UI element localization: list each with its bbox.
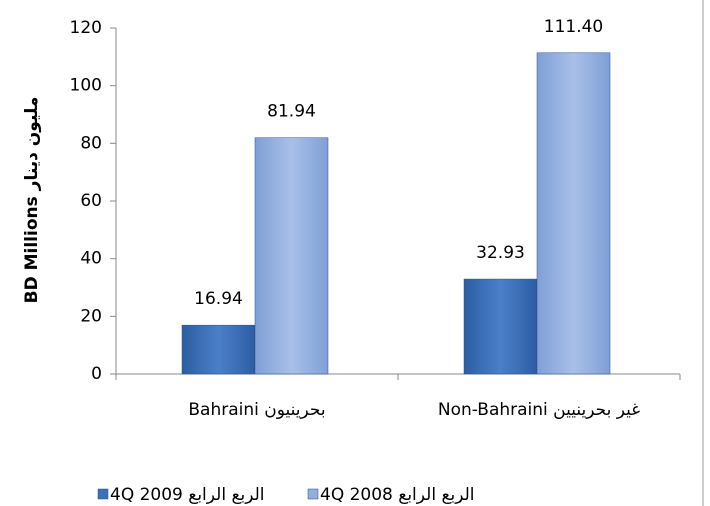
bar [181,324,256,375]
value-label: 16.94 [194,289,243,309]
value-label: 81.94 [267,102,316,122]
x-tick-label: Bahraini بحرينيون [188,400,325,420]
value-label: 32.93 [476,243,525,263]
y-tick-label: 120 [70,18,102,38]
legend-label: 4Q 2008 الربع الرابع [320,485,475,505]
bar [254,137,329,375]
x-tick-label: Non-Bahraini غير بحرينيين [438,400,640,420]
y-tick-label: 40 [80,249,102,269]
value-label: 111.40 [544,17,603,37]
legend-label: 4Q 2009 الربع الرابع [110,485,265,505]
bar [463,278,538,375]
y-tick-label: 100 [70,76,102,96]
y-tick-label: 20 [80,306,102,326]
legend-swatch [307,488,319,500]
y-tick-label: 0 [91,364,102,384]
bar [536,52,611,375]
y-axis-label: BD Millions مليون دينار [22,97,42,304]
y-tick-label: 80 [80,133,102,153]
legend-swatch [97,488,109,500]
y-tick-label: 60 [80,191,102,211]
